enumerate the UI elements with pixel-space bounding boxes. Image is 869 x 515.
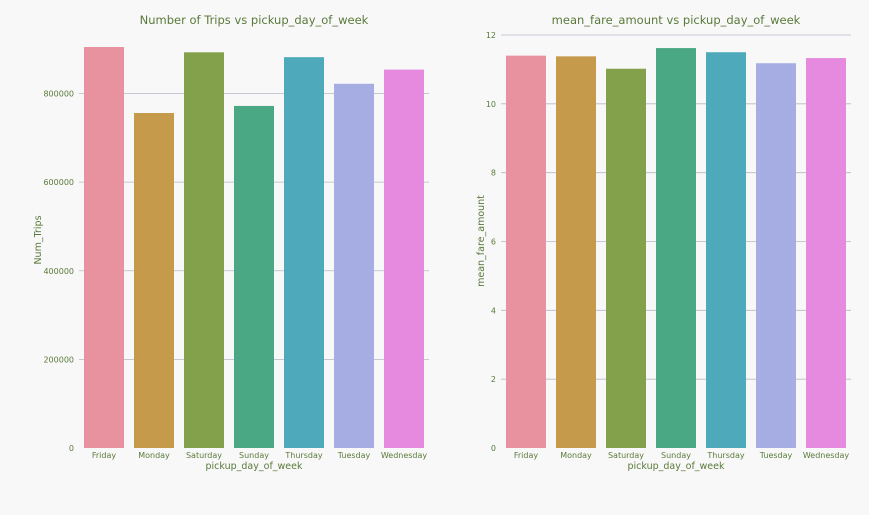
bar-sunday <box>656 48 696 448</box>
y-tick-label: 800000 <box>43 90 74 99</box>
chart-fare: mean_fare_amount vs pickup_day_of_week p… <box>476 13 851 472</box>
x-tick-label: Friday <box>514 451 539 460</box>
x-tick-label: Sunday <box>661 451 691 460</box>
y-ticks: 0 200000 400000 600000 800000 <box>43 90 74 453</box>
bar-monday <box>134 113 174 448</box>
x-ticks: Friday Monday Saturday Sunday Thursday Tuesda… <box>514 451 850 460</box>
bar-sunday <box>234 105 274 448</box>
bar-wednesday <box>806 58 846 448</box>
y-tick-label: 10 <box>486 100 496 109</box>
y-tick-label: 0 <box>69 444 74 453</box>
x-axis-label: pickup_day_of_week <box>206 461 303 472</box>
bar-friday <box>84 47 124 448</box>
bar-thursday <box>284 57 324 448</box>
x-tick-label: Friday <box>92 451 117 460</box>
x-ticks: Friday Monday Saturday Sunday Thursday Tuesda… <box>92 451 428 460</box>
y-tick-label: 0 <box>491 444 496 453</box>
x-tick-label: Thursday <box>284 451 322 460</box>
x-tick-label: Thursday <box>706 451 744 460</box>
x-tick-label: Tuesday <box>337 451 371 460</box>
chart-title: Number of Trips vs pickup_day_of_week <box>140 13 369 27</box>
bar-tuesday <box>334 83 374 448</box>
bars <box>506 48 846 449</box>
y-tick-label: 8 <box>491 169 496 178</box>
y-axis-label: mean_fare_amount <box>476 195 487 287</box>
bar-friday <box>506 55 546 449</box>
bar-saturday <box>606 68 646 448</box>
y-tick-label: 2 <box>491 375 496 384</box>
y-tick-label: 200000 <box>43 355 74 364</box>
bar-monday <box>556 56 596 449</box>
x-tick-label: Wednesday <box>803 451 850 460</box>
bar-wednesday <box>384 69 424 449</box>
x-tick-label: Tuesday <box>759 451 793 460</box>
chart-title: mean_fare_amount vs pickup_day_of_week <box>552 13 801 27</box>
y-tick-label: 400000 <box>43 267 74 276</box>
bars <box>84 47 424 449</box>
y-tick-label: 12 <box>486 31 496 40</box>
x-tick-label: Saturday <box>186 451 222 460</box>
x-tick-label: Monday <box>560 451 592 460</box>
x-tick-label: Sunday <box>239 451 269 460</box>
bar-saturday <box>184 52 224 448</box>
x-tick-label: Wednesday <box>381 451 428 460</box>
y-tick-label: 600000 <box>43 178 74 187</box>
x-tick-label: Monday <box>138 451 170 460</box>
bar-thursday <box>706 52 746 448</box>
y-tick-label: 4 <box>491 306 496 315</box>
y-axis-label: Num_Trips <box>33 215 44 264</box>
bar-tuesday <box>756 63 796 448</box>
x-tick-label: Saturday <box>608 451 644 460</box>
y-ticks: 0 2 4 6 8 10 12 <box>486 31 496 453</box>
y-tick-label: 6 <box>491 238 496 247</box>
x-axis-label: pickup_day_of_week <box>628 461 725 472</box>
chart-trips: Number of Trips vs pickup_day_of_week pi… <box>33 13 429 472</box>
